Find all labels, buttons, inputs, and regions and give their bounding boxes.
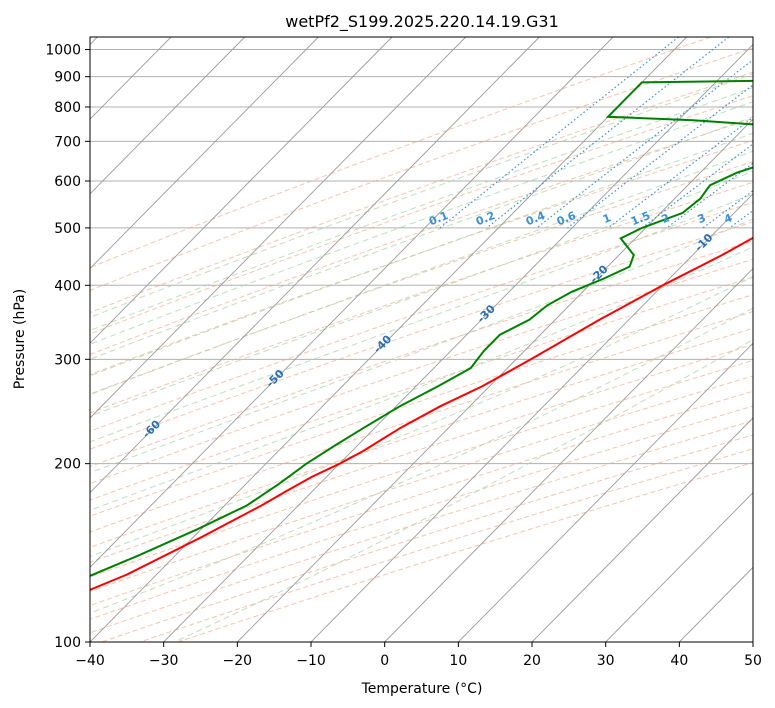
isotherm-line	[90, 37, 614, 568]
x-axis-title: Temperature (°C)	[361, 681, 483, 697]
isotherm-line	[237, 118, 753, 642]
y-tick-label: 800	[54, 100, 81, 116]
isotherm-line	[384, 267, 753, 642]
x-tick-label: 10	[449, 653, 467, 669]
dewpoint-profile-line	[90, 79, 753, 577]
x-tick-label: 0	[380, 653, 389, 669]
mixing-ratio-label: 1	[601, 211, 613, 226]
x-tick-label: −40	[75, 653, 105, 669]
moist-adiabat-line	[90, 193, 753, 443]
dry-adiabat-line	[90, 221, 753, 450]
x-tick-label: −20	[223, 653, 253, 669]
y-tick-label: 900	[54, 70, 81, 86]
x-tick-label: 50	[744, 653, 762, 669]
chart-title: wetPf2_S199.2025.220.14.19.G31	[285, 12, 559, 32]
dry-adiabat-line	[90, 161, 753, 395]
mixing-ratio-label: 4	[722, 211, 734, 226]
dry-adiabat-line	[90, 420, 753, 634]
y-tick-label: 600	[54, 174, 81, 190]
moist-adiabat-line	[174, 339, 753, 642]
isotherm-line	[90, 37, 688, 642]
moist-adiabat-line	[90, 86, 753, 332]
mixing-ratio-label: 3	[696, 211, 708, 226]
isotherm-label: -70	[11, 473, 34, 496]
isotherm-line	[531, 417, 753, 642]
mixing-ratio-label: 0.4	[524, 209, 547, 228]
dry-adiabat-line	[90, 181, 753, 414]
isotherm-line	[752, 641, 753, 642]
isotherm-line	[90, 37, 467, 419]
dry-adiabat-line	[90, 47, 753, 291]
isotherm-label: -40	[371, 332, 394, 355]
isotherm-line	[90, 37, 319, 270]
isotherm-label: -60	[140, 417, 163, 440]
isotherm-line	[163, 43, 753, 642]
isotherm-line	[90, 37, 393, 344]
mixing-ratio-line	[729, 209, 753, 229]
isotherm-label: -50	[264, 367, 287, 390]
mixing-ratio-line	[567, 84, 753, 229]
isotherm-line	[310, 193, 753, 642]
dry-adiabat-line	[90, 37, 711, 269]
y-tick-label: 1000	[45, 43, 81, 59]
mixing-ratio-line	[768, 37, 775, 228]
mixing-ratio-line	[439, 37, 679, 229]
y-tick-label: 100	[54, 635, 81, 651]
moist-adiabat-line	[90, 276, 753, 558]
mixing-ratio-label: 0.1	[427, 209, 450, 228]
dry-adiabat-line	[90, 95, 753, 335]
mixing-ratio-label: 6	[761, 211, 773, 226]
isotherm-line	[605, 491, 753, 642]
y-tick-label: 200	[54, 457, 81, 473]
x-tick-label: 20	[523, 653, 541, 669]
mixing-ratio-label: 2	[659, 211, 671, 226]
x-tick-label: 30	[597, 653, 615, 669]
y-axis-title: Pressure (hPa)	[12, 289, 28, 389]
mixing-ratio-line	[607, 116, 753, 229]
mixing-ratio-line	[536, 59, 753, 229]
mixing-ratio-line	[666, 162, 753, 229]
mixing-ratio-line	[641, 143, 753, 229]
moist-adiabat-line	[90, 101, 753, 345]
isotherm-line	[90, 37, 540, 494]
moist-adiabat-line	[90, 150, 753, 396]
y-tick-label: 300	[54, 352, 81, 368]
x-tick-label: 40	[670, 653, 688, 669]
dry-adiabat-line	[90, 201, 753, 432]
y-tick-label: 400	[54, 278, 81, 294]
y-tick-label: 500	[54, 221, 81, 237]
isotherm-line	[679, 566, 753, 642]
isotherm-line	[90, 37, 246, 195]
plot-frame	[89, 36, 754, 643]
temperature-profile-line	[90, 236, 753, 591]
dry-adiabat-line	[101, 434, 753, 642]
isotherm-line	[458, 342, 753, 642]
moist-adiabat-line	[90, 246, 753, 511]
dry-adiabat-line	[177, 462, 753, 642]
x-tick-label: −30	[149, 653, 179, 669]
moist-adiabat-line	[90, 307, 753, 614]
x-tick-label: −10	[296, 653, 326, 669]
y-tick-label: 700	[54, 134, 81, 150]
isotherm-label: -20	[587, 262, 610, 285]
moist-adiabat-line	[90, 73, 753, 319]
